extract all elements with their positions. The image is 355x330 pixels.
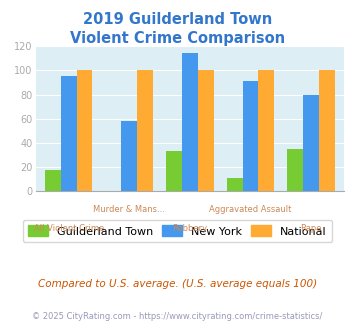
Text: 2019 Guilderland Town: 2019 Guilderland Town (83, 12, 272, 26)
Text: Aggravated Assault: Aggravated Assault (209, 205, 292, 214)
Bar (288, 149, 303, 191)
Bar (45, 170, 61, 191)
Bar (303, 95, 319, 191)
Legend: Guilderland Town, New York, National: Guilderland Town, New York, National (23, 220, 332, 242)
Bar (198, 70, 214, 191)
Text: Violent Crime Comparison: Violent Crime Comparison (70, 31, 285, 46)
Bar (61, 77, 77, 191)
Bar (182, 53, 198, 191)
Text: Murder & Mans...: Murder & Mans... (93, 205, 165, 214)
Bar (227, 178, 242, 191)
Text: Compared to U.S. average. (U.S. average equals 100): Compared to U.S. average. (U.S. average … (38, 279, 317, 289)
Bar (242, 81, 258, 191)
Bar (137, 70, 153, 191)
Bar (258, 70, 274, 191)
Text: Robbery: Robbery (173, 224, 207, 233)
Bar (77, 70, 92, 191)
Text: All Violent Crime: All Violent Crime (34, 224, 104, 233)
Bar (166, 151, 182, 191)
Bar (319, 70, 335, 191)
Text: Rape: Rape (300, 224, 322, 233)
Text: © 2025 CityRating.com - https://www.cityrating.com/crime-statistics/: © 2025 CityRating.com - https://www.city… (32, 312, 323, 321)
Bar (121, 121, 137, 191)
